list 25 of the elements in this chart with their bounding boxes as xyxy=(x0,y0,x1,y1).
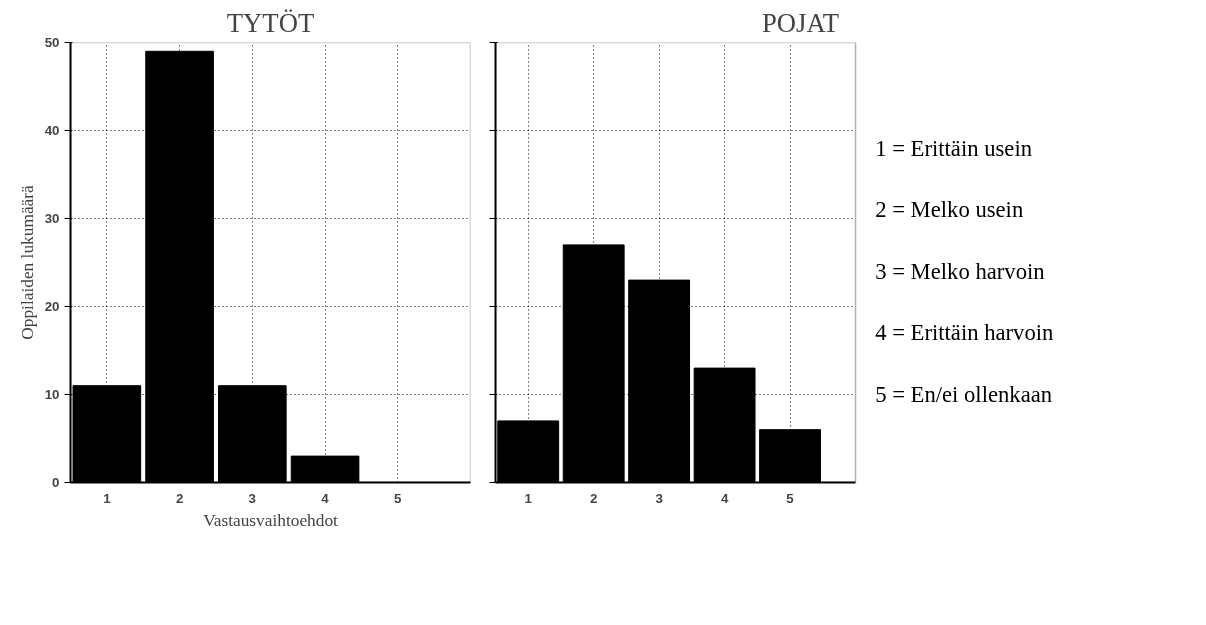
text: 5 = En/ei ollenkaan xyxy=(875,382,1053,407)
y-tick-label: 50 xyxy=(44,35,60,50)
y-tick-label: 20 xyxy=(44,299,60,314)
x-tick-label: 4 xyxy=(720,490,729,506)
x-tick-label: 3 xyxy=(655,490,663,506)
x-tick-label: 2 xyxy=(589,490,598,506)
x-tick-label: 5 xyxy=(786,490,795,506)
x-tick-label: 4 xyxy=(321,490,330,506)
x-tick-label: 3 xyxy=(248,490,257,506)
y-tick-label: 30 xyxy=(44,211,60,226)
x-tick-label: 5 xyxy=(394,490,403,506)
y-axis-title: Oppilaiden lukumäärä xyxy=(17,184,37,340)
y-tick-label: 10 xyxy=(44,387,60,402)
x-axis-title: Vastausvaihtoehdot xyxy=(203,510,339,530)
y-tick-label: 0 xyxy=(52,475,60,490)
text: 2 = Melko usein xyxy=(875,197,1024,223)
x-tick-label: 2 xyxy=(175,490,184,506)
x-tick-label: 1 xyxy=(524,490,533,506)
text: 4 = Erittäin harvoin xyxy=(875,320,1054,346)
x-tick-label: 1 xyxy=(103,490,112,506)
chart-title: TYTÖT xyxy=(226,7,315,38)
text: 1 = Erittäin usein xyxy=(875,135,1033,161)
y-tick-label: 40 xyxy=(44,123,60,138)
chart-title: POJAT xyxy=(761,7,840,38)
text: 3 = Melko harvoin xyxy=(875,258,1045,284)
